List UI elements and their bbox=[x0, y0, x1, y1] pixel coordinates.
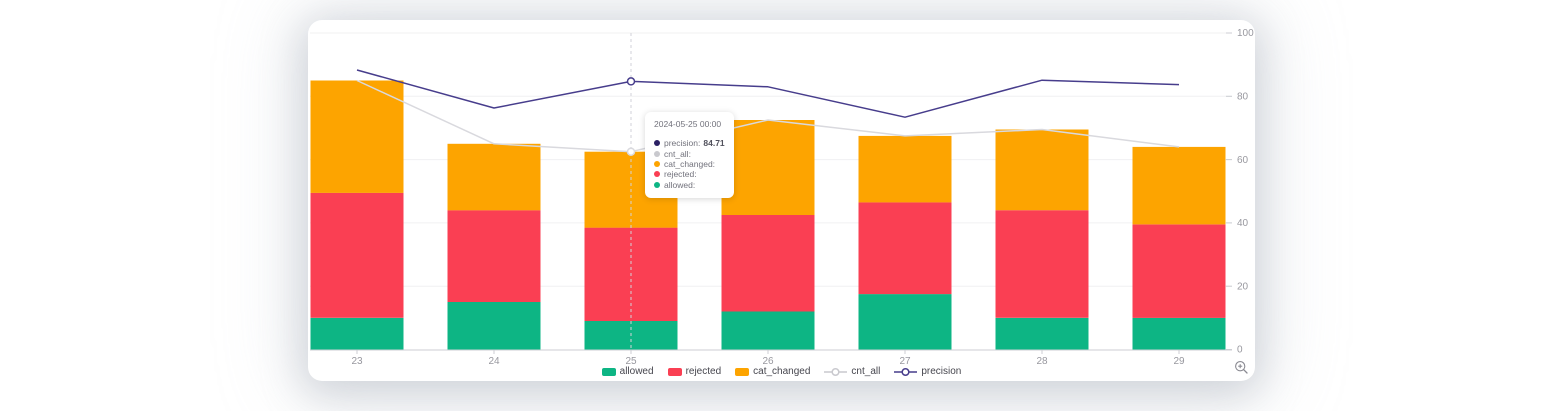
series-dot-icon bbox=[654, 150, 660, 157]
legend-item-cnt_all[interactable]: cnt_all bbox=[824, 366, 880, 377]
bar-rejected-26[interactable] bbox=[721, 215, 815, 312]
chart-legend: allowed rejected cat_changed cnt_all precisi… bbox=[308, 366, 1255, 377]
legend-label: cnt_all bbox=[851, 366, 881, 377]
tooltip-label: precision: bbox=[664, 138, 701, 149]
bar-cat_changed-26[interactable] bbox=[721, 120, 815, 215]
x-label-26: 26 bbox=[762, 356, 774, 367]
legend-item-cat_changed[interactable]: cat_changed bbox=[735, 366, 810, 377]
magnifier-plus-icon bbox=[1235, 361, 1248, 374]
legend-line-icon bbox=[824, 367, 848, 376]
tooltip-value: 84.71 bbox=[703, 138, 725, 149]
legend-item-allowed[interactable]: allowed bbox=[601, 366, 654, 377]
bar-allowed-27[interactable] bbox=[858, 294, 952, 350]
tooltip-rows: precision: 84.71 cnt_all: cat_changed: rejec… bbox=[654, 138, 725, 190]
legend-label: cat_changed bbox=[753, 366, 811, 377]
bar-rejected-29[interactable] bbox=[1132, 224, 1226, 318]
tooltip-label: cat_changed: bbox=[664, 158, 716, 169]
legend-label: allowed bbox=[619, 366, 654, 377]
series-dot-icon bbox=[654, 171, 660, 178]
x-label-25: 25 bbox=[625, 356, 637, 367]
y-label-80: 80 bbox=[1237, 92, 1249, 103]
data-zoom-button[interactable] bbox=[1233, 359, 1250, 376]
legend-label: precision bbox=[921, 366, 962, 377]
bar-rejected-27[interactable] bbox=[858, 202, 952, 295]
bar-allowed-28[interactable] bbox=[995, 317, 1089, 350]
bar-rejected-23[interactable] bbox=[310, 192, 404, 318]
bar-cat_changed-28[interactable] bbox=[995, 129, 1089, 211]
legend-item-precision[interactable]: precision bbox=[894, 366, 961, 377]
y-label-20: 20 bbox=[1237, 281, 1249, 292]
bar-allowed-26[interactable] bbox=[721, 311, 815, 350]
series-dot-icon bbox=[654, 160, 660, 167]
x-label-24: 24 bbox=[488, 356, 500, 367]
tooltip-label: allowed: bbox=[664, 179, 696, 190]
tooltip-row-rejected: rejected: bbox=[654, 169, 725, 179]
series-dot-icon bbox=[654, 140, 660, 147]
y-label-0: 0 bbox=[1237, 345, 1243, 356]
x-label-28: 28 bbox=[1036, 356, 1048, 367]
x-label-23: 23 bbox=[351, 356, 363, 367]
bar-rejected-28[interactable] bbox=[995, 210, 1089, 318]
legend-line-icon bbox=[894, 367, 918, 376]
bar-allowed-29[interactable] bbox=[1132, 317, 1226, 350]
tooltip-row-cnt_all: cnt_all: bbox=[654, 148, 725, 159]
bar-rejected-24[interactable] bbox=[447, 210, 541, 302]
tooltip-row-allowed: allowed: bbox=[654, 180, 725, 190]
bar-cat_changed-27[interactable] bbox=[858, 135, 952, 203]
precision-line bbox=[356, 69, 1180, 118]
x-label-27: 27 bbox=[899, 356, 911, 367]
y-label-60: 60 bbox=[1237, 155, 1249, 166]
legend-swatch-icon bbox=[601, 367, 616, 376]
tooltip-row-precision: precision: 84.71 bbox=[654, 138, 725, 148]
tooltip-label: rejected: bbox=[664, 169, 697, 180]
bar-allowed-24[interactable] bbox=[447, 302, 541, 350]
cnt_all-hover-marker bbox=[626, 147, 636, 156]
tooltip-row-cat_changed: cat_changed: bbox=[654, 159, 725, 169]
cnt_all-line bbox=[356, 79, 1180, 153]
chart-tooltip: 2024-05-25 00:00 precision: 84.71 cnt_all:… bbox=[645, 112, 734, 198]
legend-swatch-icon bbox=[735, 367, 750, 376]
y-label-40: 40 bbox=[1237, 218, 1249, 229]
tooltip-label: cnt_all: bbox=[664, 148, 691, 159]
bar-cat_changed-23[interactable] bbox=[310, 80, 404, 193]
precision-hover-marker bbox=[626, 77, 636, 86]
bar-cat_changed-24[interactable] bbox=[447, 143, 541, 211]
legend-swatch-icon bbox=[667, 367, 682, 376]
y-label-100: 100 bbox=[1237, 28, 1254, 39]
series-dot-icon bbox=[654, 181, 660, 188]
tooltip-date: 2024-05-25 00:00 bbox=[654, 119, 722, 129]
bar-allowed-23[interactable] bbox=[310, 317, 404, 350]
legend-item-rejected[interactable]: rejected bbox=[667, 366, 722, 377]
x-label-29: 29 bbox=[1173, 356, 1185, 367]
bar-cat_changed-29[interactable] bbox=[1132, 146, 1226, 225]
legend-label: rejected bbox=[685, 366, 722, 377]
